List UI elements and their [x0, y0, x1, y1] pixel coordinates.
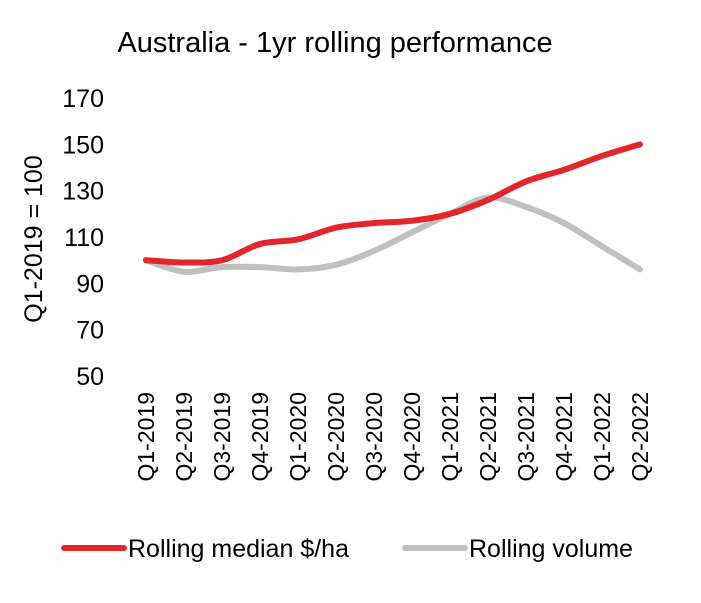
x-tick-label: Q1-2022	[589, 392, 615, 482]
x-tick-label: Q1-2021	[437, 392, 463, 482]
chart-title: Australia - 1yr rolling performance	[117, 27, 552, 59]
y-tick-label: 90	[76, 270, 104, 298]
x-tick-label: Q4-2019	[247, 392, 273, 482]
y-tick-label: 110	[64, 224, 104, 252]
y-axis-ticks: 50 70 90 110 130 150 170	[62, 85, 104, 391]
series-line-rolling-volume	[143, 194, 643, 275]
y-tick-label: 50	[76, 363, 104, 391]
y-tick-label: 130	[62, 178, 104, 206]
y-tick-label: 150	[62, 131, 104, 159]
x-tick-label: Q3-2020	[361, 392, 387, 482]
x-tick-label: Q2-2021	[475, 392, 501, 482]
y-tick-label: 170	[62, 85, 104, 113]
x-tick-label: Q4-2020	[399, 392, 425, 482]
x-axis-ticks: Q1-2019 Q2-2019 Q3-2019 Q4-2019 Q1-2020 Q2-20…	[133, 392, 653, 482]
series-lines	[143, 141, 643, 275]
x-tick-label: Q2-2019	[171, 392, 197, 482]
x-tick-label: Q2-2020	[323, 392, 349, 482]
legend: Rolling median $/ha Rolling volume	[61, 535, 633, 563]
legend-label: Rolling median $/ha	[128, 535, 349, 563]
x-tick-label: Q3-2019	[209, 392, 235, 482]
y-axis-label: Q1-2019 = 100	[20, 155, 48, 323]
x-tick-label: Q2-2022	[627, 392, 653, 482]
x-tick-label: Q4-2021	[551, 392, 577, 482]
legend-label: Rolling volume	[469, 535, 633, 563]
x-tick-label: Q1-2020	[285, 392, 311, 482]
y-tick-label: 70	[76, 317, 104, 345]
x-tick-label: Q1-2019	[133, 392, 159, 482]
x-tick-label: Q3-2021	[513, 392, 539, 482]
series-line-rolling-median	[143, 141, 643, 266]
